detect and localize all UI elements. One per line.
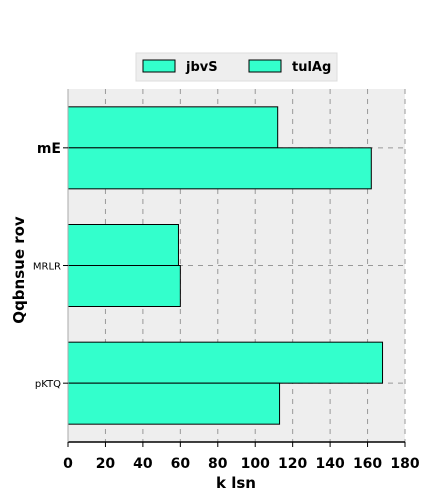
legend-swatch-tulag (248, 59, 282, 73)
bar-jbvs-mrlr (67, 224, 179, 266)
bar-tulag-pktq (67, 382, 281, 425)
x-tick-label: 80 (208, 456, 228, 472)
x-tick-label: 20 (96, 456, 116, 472)
x-tick-label: 0 (63, 456, 73, 472)
y-tick-label: pKTQ (35, 379, 61, 390)
x-tick-label: 180 (390, 456, 419, 472)
legend-swatch-jbvs (142, 59, 176, 73)
x-ticks: 0 20 40 60 80 100 120 140 160 180 (63, 442, 420, 472)
y-axis-label: Qqbnsue rov (10, 216, 28, 324)
y-ticks: mE MRLR pKTQ (33, 141, 68, 390)
bar-jbvs-pktq (67, 341, 384, 384)
bar-tulag-mrlr (67, 265, 181, 307)
legend: jbvS tulAg (135, 52, 338, 82)
legend-label-tulag: tulAg (292, 60, 331, 75)
x-tick-label: 160 (353, 456, 382, 472)
y-tick-label: MRLR (33, 262, 61, 273)
x-tick-label: 140 (315, 456, 344, 472)
bar-jbvs-me (67, 106, 279, 149)
x-axis-label: k lsn (216, 474, 256, 492)
bars (67, 106, 384, 425)
x-tick-label: 100 (241, 456, 270, 472)
x-tick-label: 60 (171, 456, 191, 472)
bar-tulag-me (67, 147, 372, 190)
x-tick-label: 40 (133, 456, 153, 472)
y-tick-label: mE (37, 141, 61, 157)
x-tick-label: 120 (278, 456, 307, 472)
legend-label-jbvs: jbvS (185, 60, 218, 75)
